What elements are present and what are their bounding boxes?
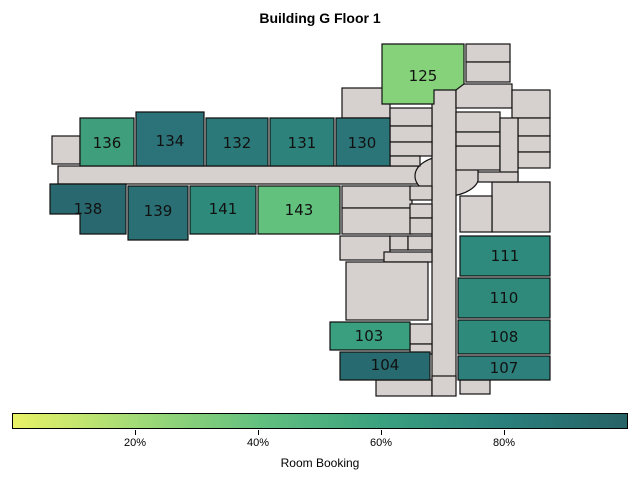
room-label-107: 107	[490, 359, 519, 377]
room-141	[189, 185, 257, 235]
service-room	[455, 111, 501, 133]
room-label-111: 111	[491, 247, 520, 265]
corridor	[57, 165, 419, 185]
colorbar-tick-label: 80%	[492, 437, 516, 449]
corridor	[431, 79, 457, 381]
room-label-136: 136	[93, 134, 122, 152]
service-room	[345, 261, 429, 321]
label-layer: 125 136 134 132 131 130 138 139 141 143 111 110 108 1…	[74, 67, 520, 377]
room-132	[205, 117, 269, 167]
room-107	[457, 355, 551, 381]
service-room	[409, 217, 433, 235]
service-room	[459, 379, 491, 395]
room-134	[135, 111, 205, 167]
colorbar-tick	[258, 430, 259, 435]
colorbar-tick	[504, 430, 505, 435]
service-room	[455, 131, 501, 147]
service-room	[465, 61, 511, 83]
room-139	[127, 185, 189, 241]
room-110	[457, 277, 551, 319]
room-104	[339, 351, 431, 381]
room-layer	[49, 43, 551, 381]
service-room	[389, 107, 433, 127]
service-room	[517, 117, 551, 137]
service-room	[491, 181, 551, 233]
service-room	[409, 185, 433, 201]
room-label-125: 125	[409, 67, 438, 85]
room-label-131: 131	[288, 134, 317, 152]
service-room	[375, 379, 433, 397]
room-label-104: 104	[371, 356, 400, 374]
colorbar-tick	[381, 430, 382, 435]
service-room	[407, 235, 433, 251]
room-label-110: 110	[490, 289, 519, 307]
room-label-132: 132	[223, 134, 252, 152]
service-room	[511, 89, 551, 119]
service-room	[341, 207, 413, 235]
room-label-103: 103	[355, 327, 384, 345]
service-room	[499, 117, 519, 181]
room-103	[329, 321, 411, 351]
service-room	[341, 185, 413, 209]
room-label-138: 138	[74, 200, 103, 218]
room-label-130: 130	[348, 134, 377, 152]
service-room	[339, 235, 391, 261]
room-143	[257, 185, 341, 235]
map-title: Building G Floor 1	[259, 10, 381, 26]
service-room	[459, 195, 493, 233]
room-131	[269, 117, 335, 167]
service-room	[465, 43, 511, 63]
room-108	[457, 319, 551, 355]
service-room	[389, 155, 421, 167]
service-room	[431, 375, 457, 397]
room-138	[49, 183, 127, 235]
service-room	[389, 125, 433, 143]
colorbar-label: Room Booking	[280, 456, 360, 470]
room-136	[79, 117, 135, 167]
corridor-layer	[51, 43, 551, 397]
service-room	[455, 83, 513, 109]
colorbar	[12, 413, 628, 429]
room-label-139: 139	[144, 202, 173, 220]
room-111	[459, 235, 551, 277]
room-label-108: 108	[490, 328, 519, 346]
colorbar-tick-label: 20%	[123, 437, 147, 449]
service-room	[409, 203, 433, 219]
service-room	[409, 323, 433, 345]
room-label-134: 134	[156, 132, 185, 150]
corridor	[51, 135, 81, 165]
room-label-141: 141	[209, 200, 238, 218]
colorbar-tick-label: 60%	[369, 437, 393, 449]
room-130	[335, 117, 391, 167]
service-room	[477, 171, 519, 183]
colorbar-tick	[135, 430, 136, 435]
corridor	[455, 145, 501, 171]
service-room	[389, 235, 409, 251]
service-room	[389, 141, 433, 157]
service-room	[383, 251, 433, 263]
room-125	[381, 43, 465, 105]
service-room	[517, 135, 551, 153]
service-room	[517, 151, 551, 169]
colorbar-tick-label: 40%	[246, 437, 270, 449]
room-label-143: 143	[285, 201, 314, 219]
